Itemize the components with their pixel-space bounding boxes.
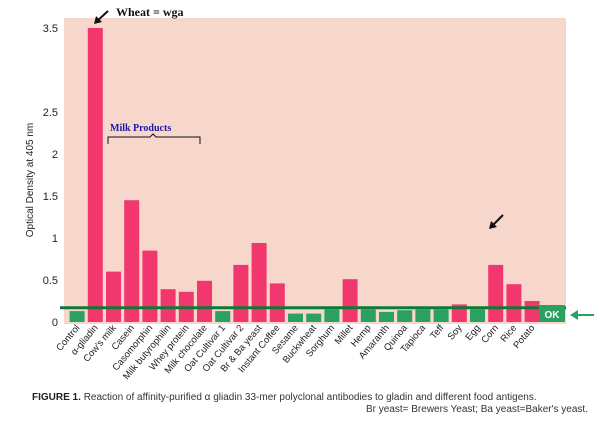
- bar: [160, 289, 176, 322]
- x-tick-label: Soy: [446, 323, 465, 343]
- bar: [524, 301, 540, 322]
- milk-products-brace: [107, 133, 201, 144]
- y-tick-label: 3.5: [43, 23, 58, 35]
- caption-text: Reaction of affinity-purified α gliadin …: [83, 392, 537, 403]
- bar: [142, 250, 158, 322]
- bars: [69, 28, 540, 322]
- y-axis-label: Optical Density at 405 nm: [25, 123, 36, 238]
- bar: [470, 309, 485, 322]
- y-tick-label: 1: [52, 233, 58, 245]
- ok-box: [539, 305, 565, 322]
- y-tick-label: 2.5: [43, 107, 58, 119]
- bar: [360, 309, 376, 322]
- x-tick-label: Teff: [428, 323, 446, 342]
- bar: [288, 313, 303, 322]
- bar: [379, 311, 394, 322]
- y-tick-label: 0: [52, 317, 58, 329]
- wheat-arrow-icon: [94, 10, 109, 24]
- ok-arrow-icon: [570, 310, 594, 320]
- bar: [197, 280, 212, 322]
- bar: [251, 243, 267, 322]
- bar: [306, 313, 322, 322]
- corn-arrow-icon: [489, 214, 504, 229]
- bar: [415, 309, 431, 322]
- bar: [106, 271, 121, 322]
- y-tick-label: 0.5: [43, 275, 58, 287]
- bar: [69, 311, 85, 322]
- milk-products-annotation: Milk Products: [110, 123, 171, 134]
- x-tick-label: Corn: [479, 323, 501, 346]
- y-axis-ticks: 0 0.5 1 1.5 2 2.5 3.5: [43, 23, 58, 329]
- bar: [397, 310, 413, 322]
- bar: [324, 309, 340, 322]
- ok-label: OK: [545, 310, 561, 321]
- bar: [87, 28, 103, 322]
- wheat-annotation: Wheat = wga: [116, 5, 184, 19]
- bar: [488, 264, 504, 322]
- caption-label: FIGURE 1.: [32, 392, 81, 403]
- bar: [124, 200, 140, 322]
- figure-caption: FIGURE 1. Reaction of affinity-purified …: [32, 392, 588, 416]
- bar: [506, 284, 522, 322]
- y-tick-label: 1.5: [43, 191, 58, 203]
- y-tick-label: 2: [52, 149, 58, 161]
- bar: [342, 279, 358, 322]
- caption-line2: Br yeast= Brewers Yeast; Ba yeast=Baker'…: [365, 404, 588, 415]
- bar: [269, 283, 285, 322]
- bar: [233, 264, 249, 322]
- bar: [433, 309, 449, 322]
- bar: [215, 311, 231, 322]
